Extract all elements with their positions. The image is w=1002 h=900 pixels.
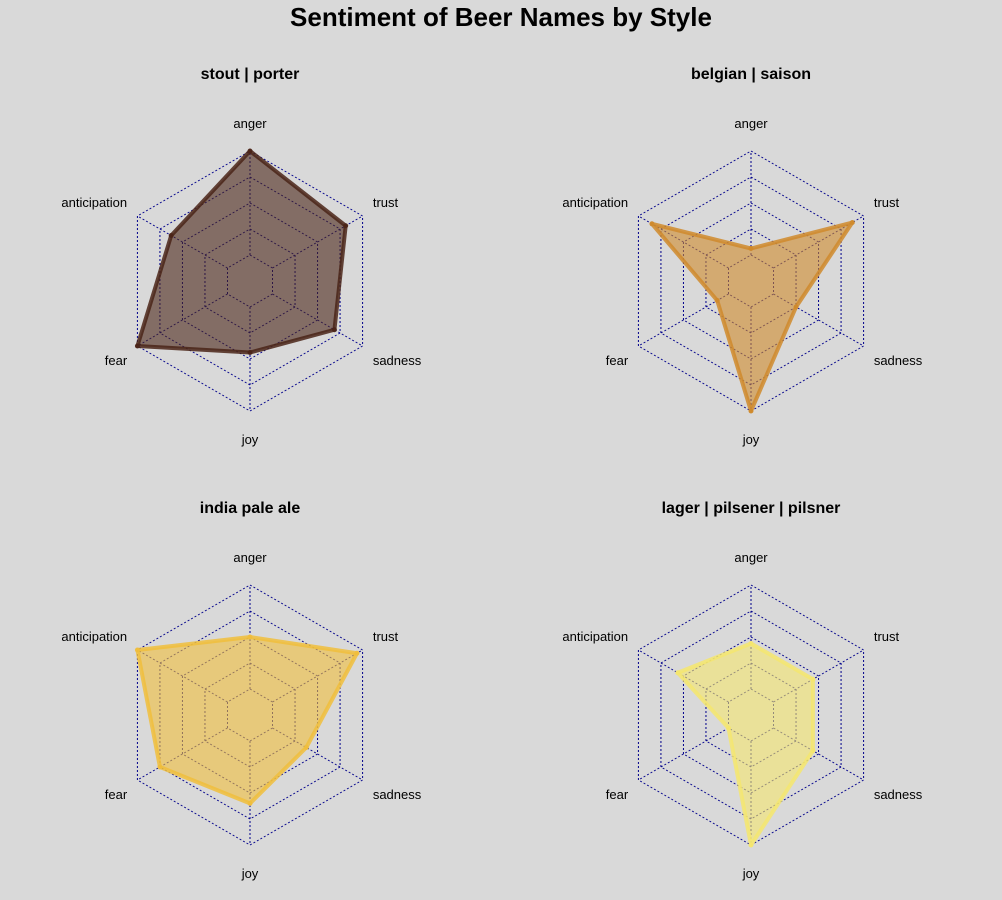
axis-label-anger: anger (734, 550, 768, 565)
grid-ring (136, 150, 364, 412)
axis-label-anger: anger (233, 550, 267, 565)
axis-label-joy: joy (742, 866, 760, 881)
axis-label-trust: trust (874, 629, 900, 644)
radar-panel: india pale ale anger trust sadness joy fear an… (61, 500, 421, 881)
radar-panel: belgian | saison anger trust sadness joy fear… (562, 66, 922, 447)
axis-label-fear: fear (105, 353, 128, 368)
axis-label-sadness: sadness (874, 353, 923, 368)
axis-label-fear: fear (606, 787, 629, 802)
axis-label-anger: anger (734, 116, 768, 131)
axis-label-fear: fear (105, 787, 128, 802)
axis-label-anticipation: anticipation (61, 629, 127, 644)
grid-spoke (638, 293, 729, 347)
axis-label-joy: joy (241, 432, 259, 447)
data-point (793, 304, 799, 310)
axis-label-anticipation: anticipation (61, 195, 127, 210)
data-point (725, 725, 731, 731)
chart-title: Sentiment of Beer Names by Style (290, 2, 712, 32)
axis-label-joy: joy (742, 432, 760, 447)
data-point (748, 842, 754, 848)
axis-label-sadness: sadness (373, 353, 422, 368)
radar-panel: lager | pilsener | pilsner anger trust sadn… (562, 500, 922, 881)
data-point (810, 676, 816, 682)
data-point (247, 148, 253, 154)
axis-label-sadness: sadness (373, 787, 422, 802)
data-point (247, 800, 253, 806)
data-point (810, 748, 816, 754)
axis-label-fear: fear (606, 353, 629, 368)
data-point (748, 408, 754, 414)
data-point (134, 343, 140, 349)
panel-title: lager | pilsener | pilsner (662, 500, 841, 517)
panel-title: stout | porter (201, 66, 300, 83)
grid-spoke (638, 727, 729, 781)
data-point (649, 221, 655, 227)
data-point (675, 670, 681, 676)
data-point (714, 298, 720, 303)
data-point (168, 233, 174, 238)
series-area (135, 635, 359, 806)
data-point (247, 350, 253, 355)
axis-label-joy: joy (241, 866, 259, 881)
axis-label-trust: trust (874, 195, 900, 210)
axis-label-anger: anger (233, 116, 267, 131)
data-point (354, 650, 360, 656)
axis-label-anticipation: anticipation (562, 195, 628, 210)
radar-panel: stout | porter anger trust sadness joy fear an… (61, 66, 421, 447)
data-point (303, 745, 309, 750)
series-area (649, 220, 855, 413)
axis-label-trust: trust (373, 629, 399, 644)
data-point (157, 764, 163, 770)
data-point (343, 223, 349, 229)
axis-label-anticipation: anticipation (562, 629, 628, 644)
data-point (134, 647, 140, 653)
data-point (748, 641, 754, 646)
axis-label-trust: trust (373, 195, 399, 210)
axis-label-sadness: sadness (874, 787, 923, 802)
data-point (331, 327, 337, 333)
data-point (748, 246, 754, 251)
panel-title: belgian | saison (691, 66, 811, 83)
series-area (675, 641, 815, 847)
data-point (247, 634, 253, 640)
data-point (849, 220, 855, 225)
panel-title: india pale ale (200, 500, 301, 517)
series-area (135, 149, 348, 355)
